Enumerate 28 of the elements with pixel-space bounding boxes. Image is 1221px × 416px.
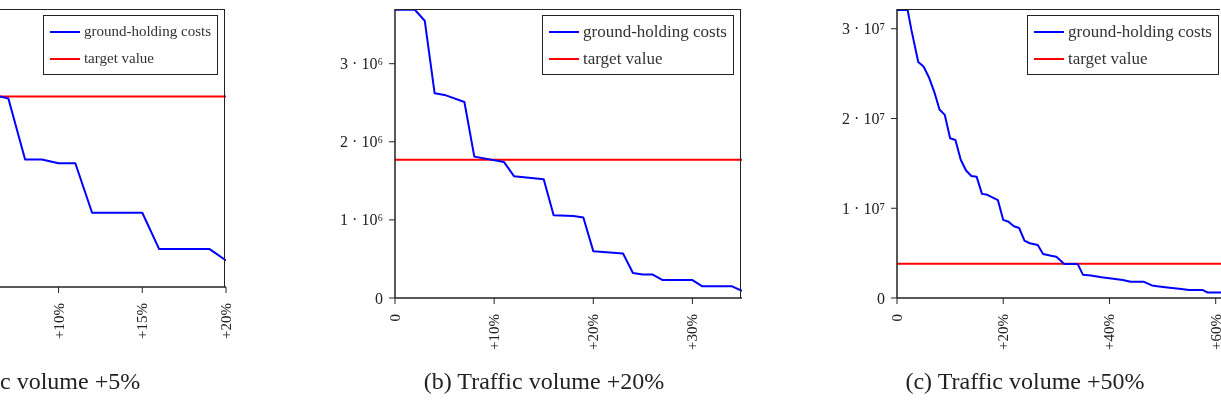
y-tick-label: 2 · 10⁷ xyxy=(842,110,885,127)
legend-label: ground-holding costs xyxy=(83,22,211,41)
text: (c) Traffic volume +50% xyxy=(905,368,1145,395)
legend-label: ground-holding costs xyxy=(1067,21,1212,43)
x-tick-label: +20% xyxy=(218,303,234,339)
legend-label: target value xyxy=(1067,48,1148,70)
x-tick-label: +30% xyxy=(684,314,701,350)
x-tick-label: +10% xyxy=(50,303,67,339)
y-tick-label: 0 xyxy=(877,289,885,307)
x-tick-label: +20% xyxy=(585,314,602,350)
x-tick-label: +60% xyxy=(1207,314,1221,350)
legend-label: target value xyxy=(582,48,663,70)
y-tick-label: 3 · 10⁷ xyxy=(842,20,885,38)
y-tick-label: 1 · 10⁷ xyxy=(842,199,885,217)
x-tick-label: +40% xyxy=(1101,314,1118,350)
x-tick-label: +20% xyxy=(995,314,1012,350)
y-tick-label: 1 · 10⁶ xyxy=(340,211,383,229)
x-tick-label: +10% xyxy=(486,314,503,350)
text: c volume +5% xyxy=(0,368,141,395)
y-tick-label: 3 · 10⁶ xyxy=(340,55,383,73)
legend-label: ground-holding costs xyxy=(582,21,727,43)
y-tick-label: 0 xyxy=(375,289,383,307)
x-tick-label: +15% xyxy=(134,303,151,339)
y-tick-label: 2 · 10⁶ xyxy=(340,133,383,151)
legend-label: target value xyxy=(83,49,155,68)
x-tick-label: 0 xyxy=(387,314,403,322)
text: (b) Traffic volume +20% xyxy=(423,368,665,395)
x-tick-label: 0 xyxy=(889,314,905,322)
